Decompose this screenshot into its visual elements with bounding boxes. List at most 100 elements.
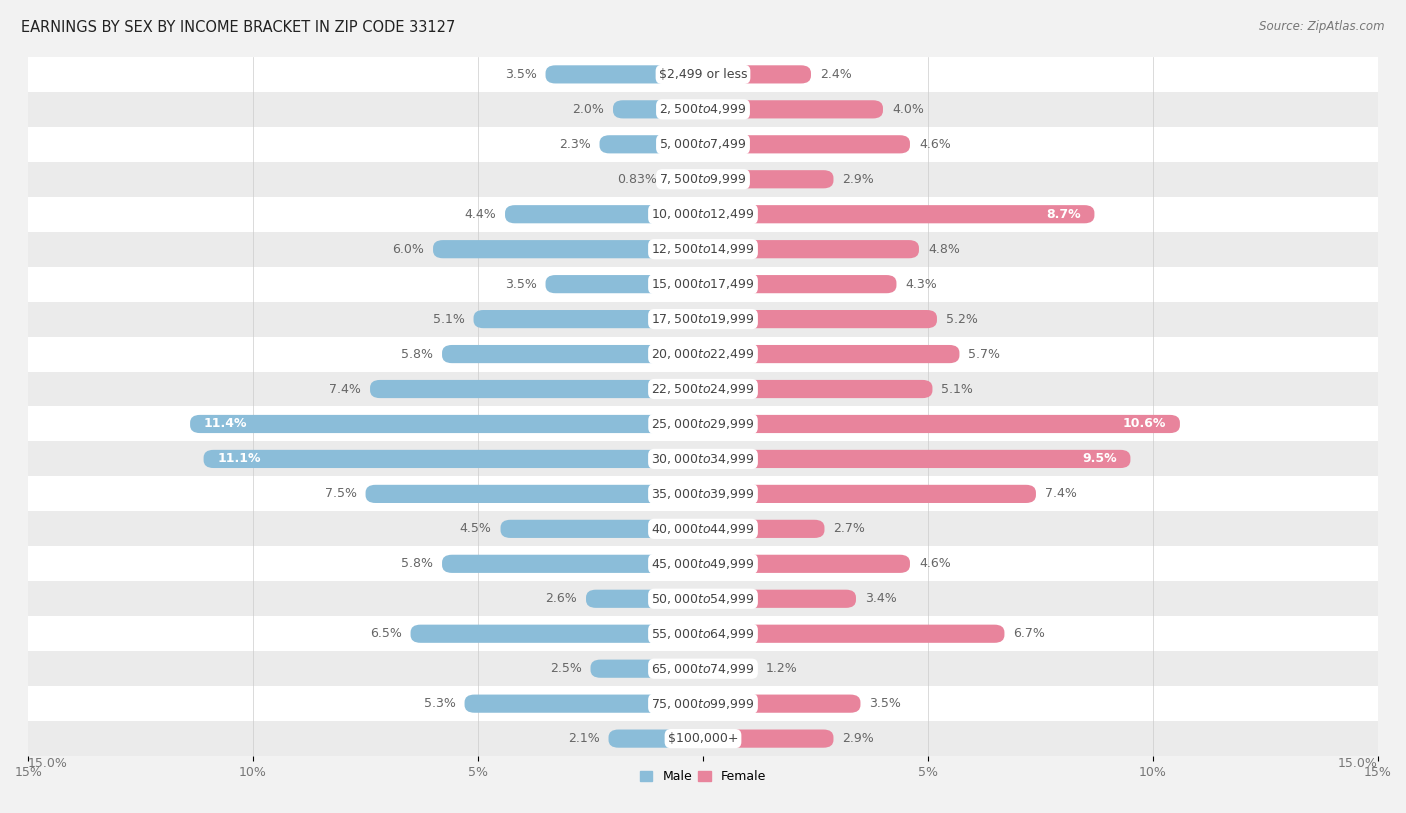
Bar bbox=[28, 581, 1378, 616]
FancyBboxPatch shape bbox=[501, 520, 703, 538]
Text: 4.6%: 4.6% bbox=[920, 138, 950, 150]
Bar bbox=[28, 441, 1378, 476]
Text: $12,500 to $14,999: $12,500 to $14,999 bbox=[651, 242, 755, 256]
Bar bbox=[28, 127, 1378, 162]
FancyBboxPatch shape bbox=[703, 310, 936, 328]
FancyBboxPatch shape bbox=[703, 380, 932, 398]
Text: 0.83%: 0.83% bbox=[617, 173, 657, 185]
Text: $35,000 to $39,999: $35,000 to $39,999 bbox=[651, 487, 755, 501]
Bar bbox=[28, 372, 1378, 406]
Text: $65,000 to $74,999: $65,000 to $74,999 bbox=[651, 662, 755, 676]
Text: 4.8%: 4.8% bbox=[928, 243, 960, 255]
FancyBboxPatch shape bbox=[433, 240, 703, 259]
Text: $45,000 to $49,999: $45,000 to $49,999 bbox=[651, 557, 755, 571]
Text: 5.2%: 5.2% bbox=[946, 313, 977, 325]
Text: 7.5%: 7.5% bbox=[325, 488, 357, 500]
Text: 2.7%: 2.7% bbox=[834, 523, 865, 535]
Bar bbox=[28, 92, 1378, 127]
Bar bbox=[28, 267, 1378, 302]
Text: $22,500 to $24,999: $22,500 to $24,999 bbox=[651, 382, 755, 396]
Bar bbox=[28, 546, 1378, 581]
Bar bbox=[28, 232, 1378, 267]
Text: 6.0%: 6.0% bbox=[392, 243, 425, 255]
FancyBboxPatch shape bbox=[599, 135, 703, 154]
Text: 3.5%: 3.5% bbox=[505, 278, 537, 290]
FancyBboxPatch shape bbox=[703, 589, 856, 608]
Text: $7,500 to $9,999: $7,500 to $9,999 bbox=[659, 172, 747, 186]
FancyBboxPatch shape bbox=[441, 554, 703, 573]
Text: 7.4%: 7.4% bbox=[329, 383, 361, 395]
FancyBboxPatch shape bbox=[703, 135, 910, 154]
FancyBboxPatch shape bbox=[703, 624, 1004, 643]
Legend: Male, Female: Male, Female bbox=[636, 765, 770, 789]
Text: $20,000 to $22,499: $20,000 to $22,499 bbox=[651, 347, 755, 361]
Text: 9.5%: 9.5% bbox=[1083, 453, 1116, 465]
Text: 3.4%: 3.4% bbox=[865, 593, 897, 605]
FancyBboxPatch shape bbox=[703, 100, 883, 119]
FancyBboxPatch shape bbox=[370, 380, 703, 398]
Text: 5.8%: 5.8% bbox=[401, 558, 433, 570]
Text: 4.6%: 4.6% bbox=[920, 558, 950, 570]
FancyBboxPatch shape bbox=[703, 345, 959, 363]
Bar bbox=[28, 406, 1378, 441]
Text: 15.0%: 15.0% bbox=[28, 757, 67, 770]
Bar bbox=[28, 476, 1378, 511]
FancyBboxPatch shape bbox=[703, 485, 1036, 503]
Text: 2.3%: 2.3% bbox=[558, 138, 591, 150]
Text: 4.4%: 4.4% bbox=[464, 208, 496, 220]
Text: 4.0%: 4.0% bbox=[891, 103, 924, 115]
Text: EARNINGS BY SEX BY INCOME BRACKET IN ZIP CODE 33127: EARNINGS BY SEX BY INCOME BRACKET IN ZIP… bbox=[21, 20, 456, 35]
Text: 5.8%: 5.8% bbox=[401, 348, 433, 360]
Bar bbox=[28, 302, 1378, 337]
FancyBboxPatch shape bbox=[613, 100, 703, 119]
Text: $50,000 to $54,999: $50,000 to $54,999 bbox=[651, 592, 755, 606]
Text: 2.1%: 2.1% bbox=[568, 733, 599, 745]
Text: 5.1%: 5.1% bbox=[942, 383, 973, 395]
FancyBboxPatch shape bbox=[703, 275, 897, 293]
Text: $75,000 to $99,999: $75,000 to $99,999 bbox=[651, 697, 755, 711]
Text: 6.5%: 6.5% bbox=[370, 628, 402, 640]
Text: 2.5%: 2.5% bbox=[550, 663, 582, 675]
FancyBboxPatch shape bbox=[703, 205, 1094, 224]
Text: 2.6%: 2.6% bbox=[546, 593, 576, 605]
FancyBboxPatch shape bbox=[586, 589, 703, 608]
FancyBboxPatch shape bbox=[703, 729, 834, 748]
FancyBboxPatch shape bbox=[505, 205, 703, 224]
Text: $55,000 to $64,999: $55,000 to $64,999 bbox=[651, 627, 755, 641]
FancyBboxPatch shape bbox=[474, 310, 703, 328]
Text: 8.7%: 8.7% bbox=[1046, 208, 1081, 220]
Text: 1.2%: 1.2% bbox=[766, 663, 797, 675]
Bar bbox=[28, 197, 1378, 232]
FancyBboxPatch shape bbox=[703, 415, 1180, 433]
Text: $17,500 to $19,999: $17,500 to $19,999 bbox=[651, 312, 755, 326]
Text: 2.9%: 2.9% bbox=[842, 733, 875, 745]
Bar bbox=[28, 337, 1378, 372]
Bar bbox=[28, 651, 1378, 686]
Text: $15,000 to $17,499: $15,000 to $17,499 bbox=[651, 277, 755, 291]
Text: 2.0%: 2.0% bbox=[572, 103, 605, 115]
Text: 5.1%: 5.1% bbox=[433, 313, 464, 325]
FancyBboxPatch shape bbox=[703, 659, 756, 678]
FancyBboxPatch shape bbox=[703, 520, 824, 538]
Bar bbox=[28, 616, 1378, 651]
Text: 7.4%: 7.4% bbox=[1045, 488, 1077, 500]
FancyBboxPatch shape bbox=[703, 554, 910, 573]
FancyBboxPatch shape bbox=[546, 65, 703, 84]
FancyBboxPatch shape bbox=[366, 485, 703, 503]
Text: $25,000 to $29,999: $25,000 to $29,999 bbox=[651, 417, 755, 431]
Text: 10.6%: 10.6% bbox=[1123, 418, 1167, 430]
Bar bbox=[28, 57, 1378, 92]
Text: 2.4%: 2.4% bbox=[820, 68, 852, 80]
FancyBboxPatch shape bbox=[190, 415, 703, 433]
FancyBboxPatch shape bbox=[546, 275, 703, 293]
FancyBboxPatch shape bbox=[441, 345, 703, 363]
Bar bbox=[28, 162, 1378, 197]
FancyBboxPatch shape bbox=[703, 170, 834, 189]
Text: 15.0%: 15.0% bbox=[1339, 757, 1378, 770]
Text: $2,499 or less: $2,499 or less bbox=[659, 68, 747, 80]
Text: $5,000 to $7,499: $5,000 to $7,499 bbox=[659, 137, 747, 151]
Text: $2,500 to $4,999: $2,500 to $4,999 bbox=[659, 102, 747, 116]
Text: $40,000 to $44,999: $40,000 to $44,999 bbox=[651, 522, 755, 536]
Text: 3.5%: 3.5% bbox=[869, 698, 901, 710]
Bar bbox=[28, 511, 1378, 546]
